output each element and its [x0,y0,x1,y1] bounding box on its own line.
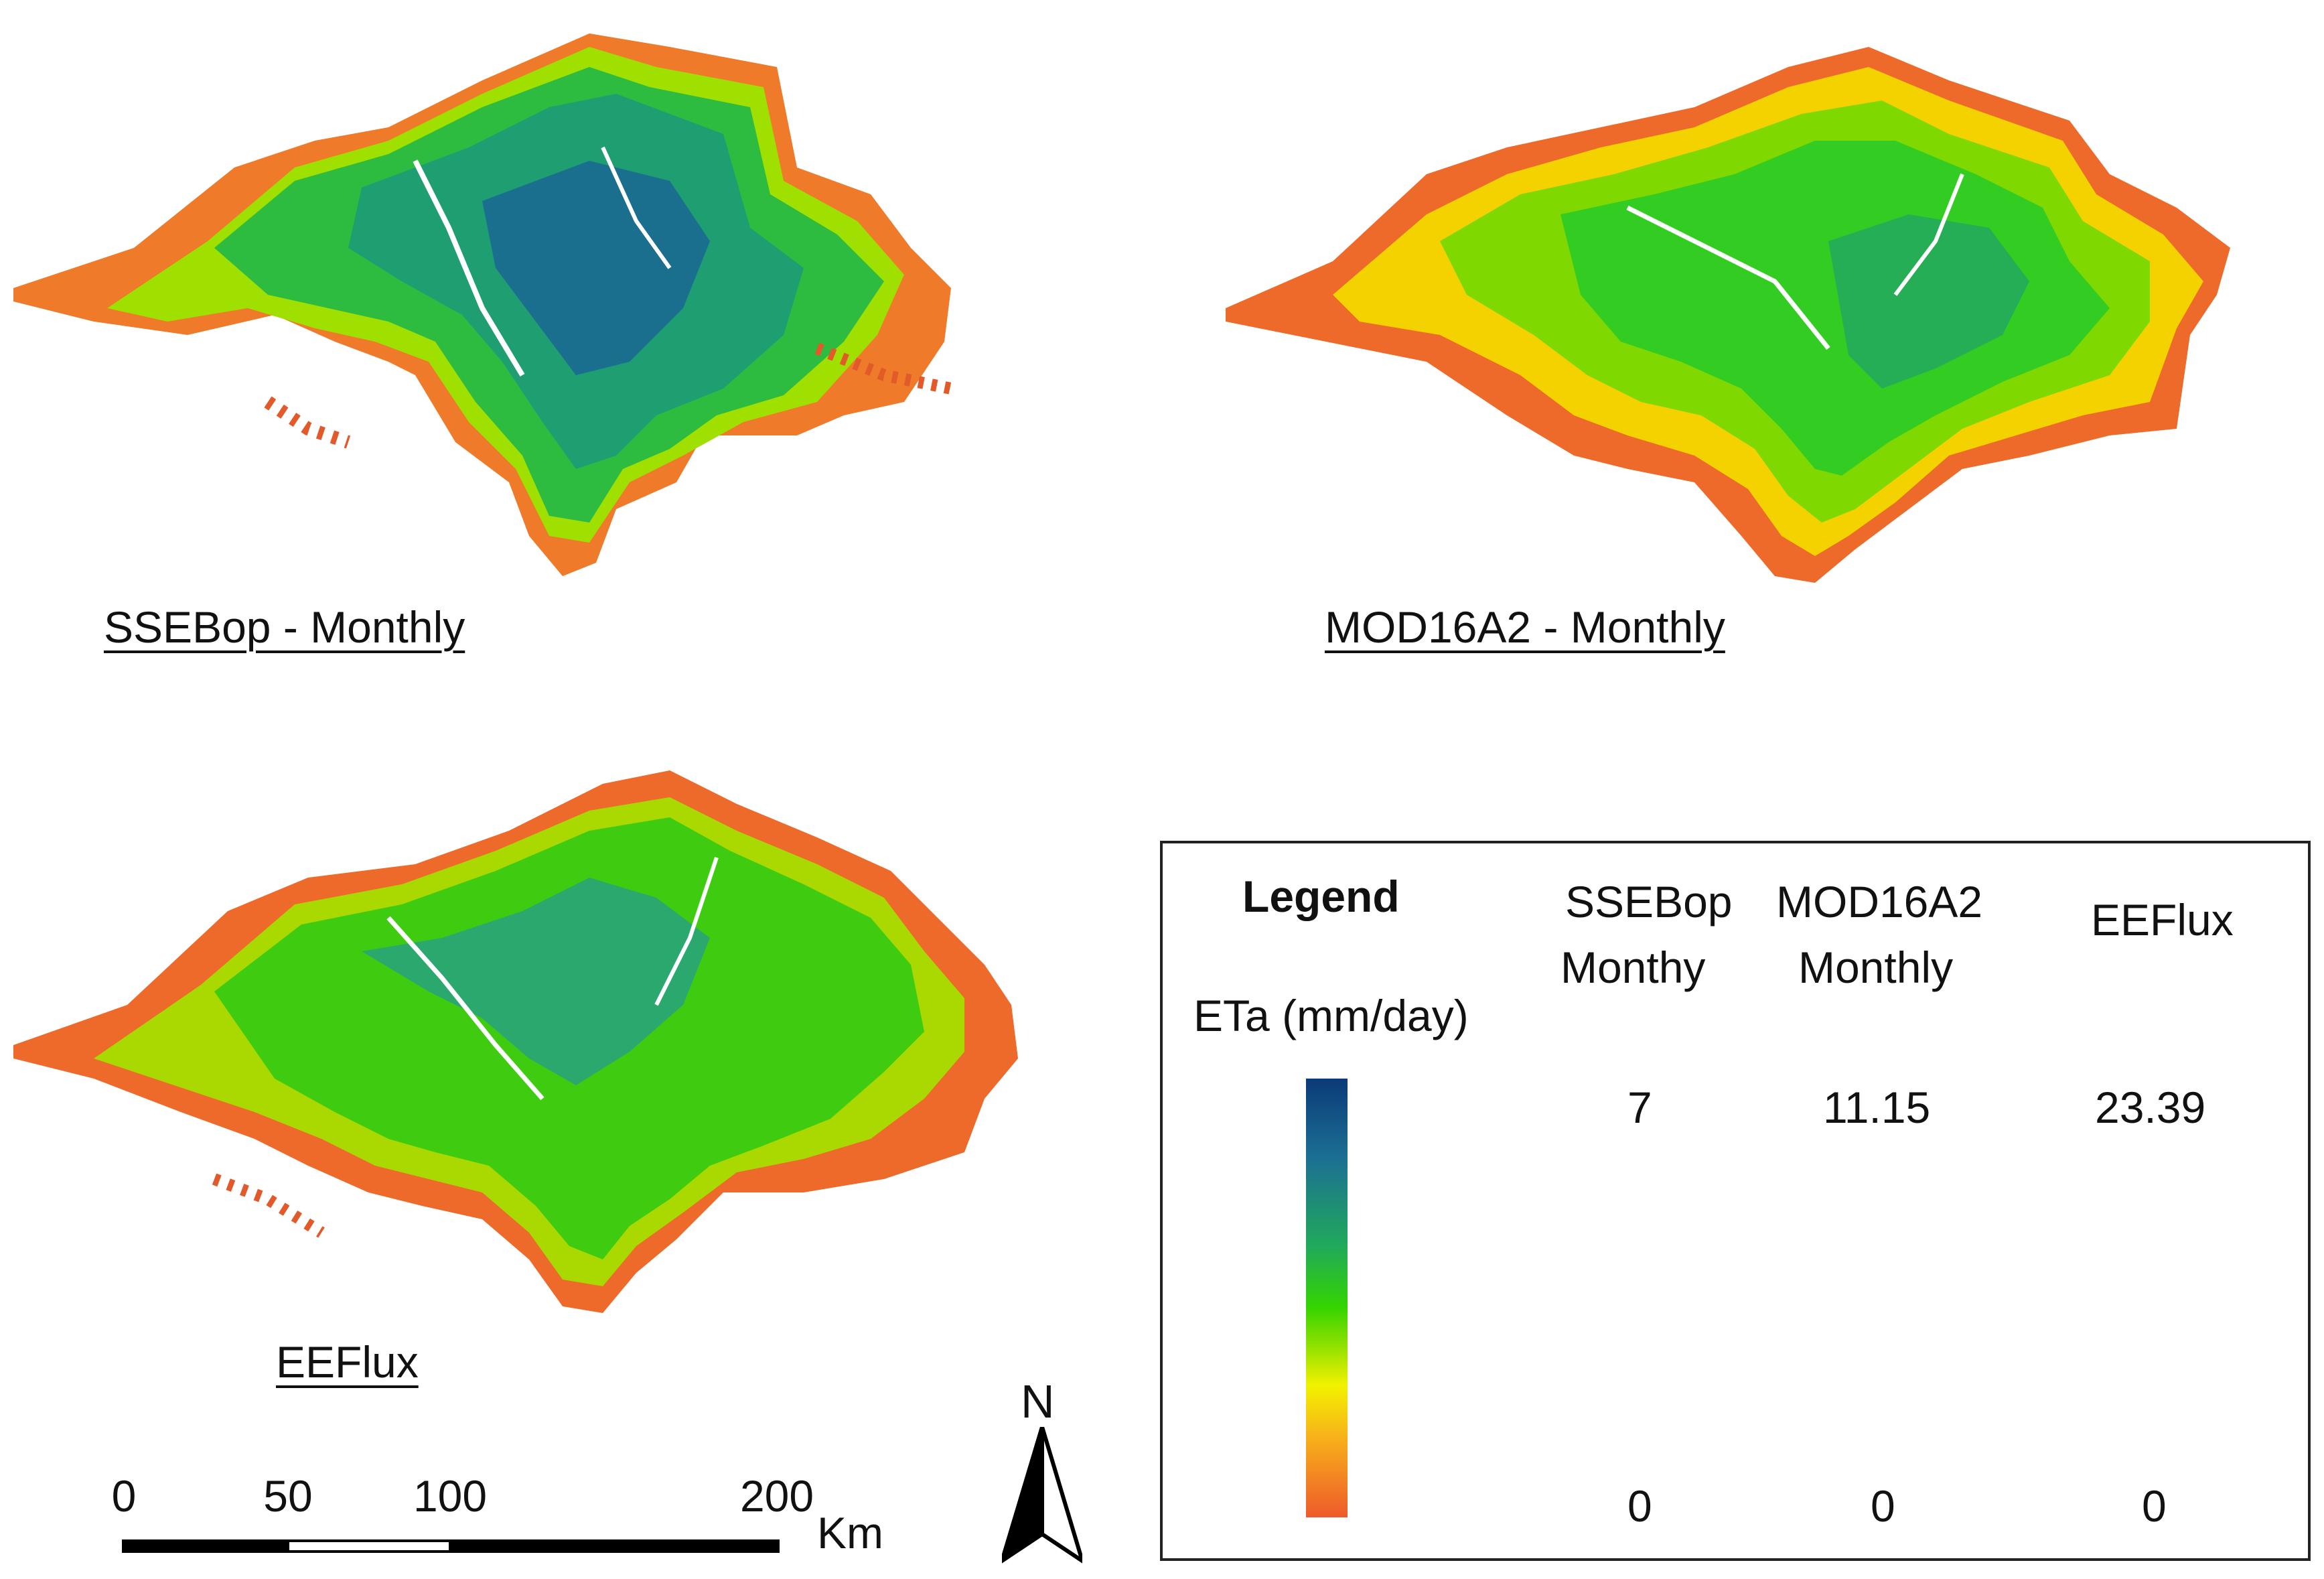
legend-ramp-label: ETa (mm/day) [1193,991,1469,1040]
map-ssebop-title: SSEBop - Monthly [104,602,465,652]
legend-col-ssebop-line2: Monthy [1560,943,1706,992]
map-ssebop [13,27,1045,576]
north-label: N [1021,1375,1055,1428]
north-arrow-icon [998,1426,1086,1571]
map-eeflux [13,764,1058,1326]
map-eeflux-raster [13,770,1018,1313]
legend-eeflux-max: 23.39 [2095,1083,2206,1132]
scale-bar-seg-2 [287,1539,451,1553]
legend-color-ramp [1306,1079,1348,1517]
scale-bar-seg-1 [122,1539,289,1553]
scale-tick-0: 0 [111,1471,137,1521]
scale-tick-200: 200 [739,1471,814,1521]
legend-box [1160,841,2311,1561]
scale-tick-100: 100 [413,1471,488,1521]
legend-col-mod16a2-line2: Monthly [1798,943,1954,992]
map-eeflux-title: EEFlux [276,1337,419,1387]
map-mod16a2 [1226,40,2270,590]
scale-tick-50: 50 [263,1471,313,1521]
legend-col-ssebop-line1: SSEBop [1565,877,1733,926]
legend-ssebop-min: 0 [1627,1481,1652,1531]
legend-mod16a2-min: 0 [1871,1481,1895,1531]
legend-title: Legend [1242,872,1400,921]
legend-eeflux-min: 0 [2142,1481,2167,1531]
legend-col-eeflux-line1: EEFlux [2091,895,2234,945]
scale-unit: Km [817,1508,883,1558]
map-mod16a2-raster [1226,47,2230,583]
scale-bar-seg-3 [449,1539,780,1553]
map-ssebop-raster [13,33,952,576]
legend-col-mod16a2-line1: MOD16A2 [1776,877,1983,926]
map-mod16a2-title: MOD16A2 - Monthly [1325,602,1725,652]
legend-mod16a2-max: 11.15 [1823,1083,1931,1132]
legend-ssebop-max: 7 [1627,1083,1652,1132]
